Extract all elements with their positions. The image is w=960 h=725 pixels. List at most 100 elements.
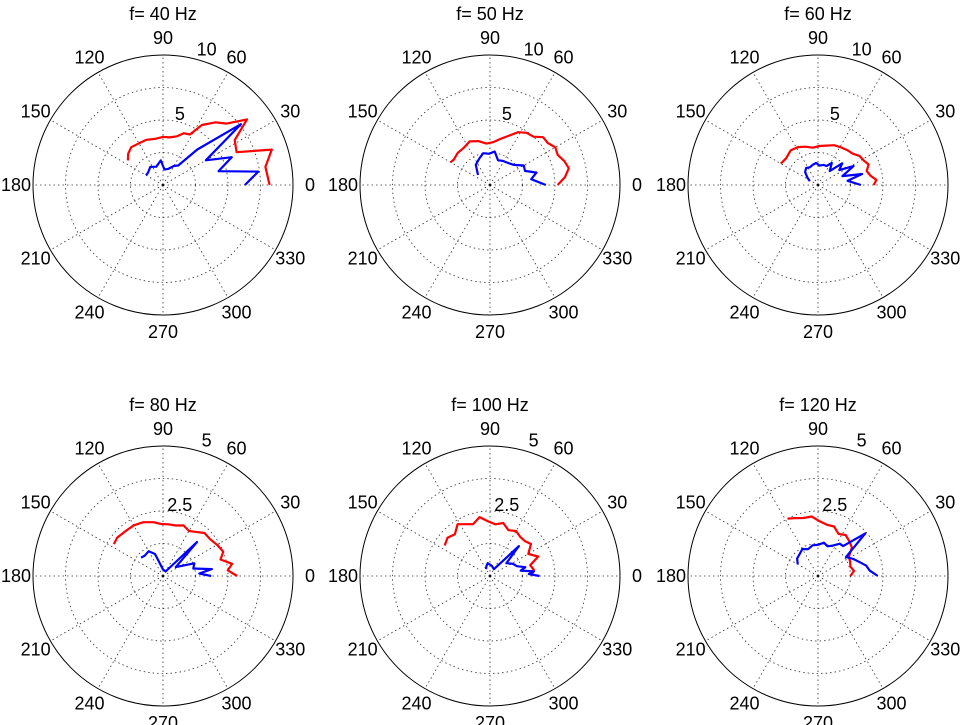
angle-tick-label: 90 [480,28,500,48]
polar-grid-ring [720,478,916,674]
polar-grid-spoke [489,575,603,642]
angle-tick-label: 60 [226,48,246,68]
series-line-red [443,515,540,577]
polar-grid-spoke [489,463,556,577]
panel-title: f= 50 Hz [456,4,524,24]
series-line-blue [803,161,864,187]
polar-panel-4: 0 30 60 90 120 150 180 210 240 270 300 330 2.5 5f= 80… [1,395,315,725]
polar-grid-spoke [162,463,229,577]
angle-tick-label: 150 [348,493,378,513]
series-line-red [780,144,878,186]
angle-tick-label: 120 [74,439,104,459]
polar-grid-spoke [489,72,556,186]
angle-tick-label: 270 [475,322,505,342]
angle-tick-label: 60 [881,48,901,68]
angle-tick-label: 150 [676,493,706,513]
angle-tick-label: 270 [475,713,505,725]
angle-tick-label: 270 [148,322,178,342]
angle-tick-label: 330 [602,249,632,269]
series-line-blue [474,150,547,187]
angle-tick-label: 240 [729,693,759,713]
polar-grid-ring [392,87,588,283]
angle-tick-label: 30 [607,102,627,122]
polar-grid-spoke [817,184,884,298]
series-line-red [126,118,273,186]
polar-grid-spoke [705,510,819,577]
polar-grid-spoke [377,119,491,186]
polar-grid-spoke [817,119,931,186]
angle-tick-label: 90 [480,419,500,439]
polar-grid-spoke [817,575,931,642]
polar-grid-spoke [162,184,229,298]
polar-grid-spoke [97,72,164,186]
polar-grid-spoke [752,463,819,577]
angle-tick-label: 120 [729,48,759,68]
angle-tick-label: 210 [348,249,378,269]
angle-tick-label: 210 [21,249,51,269]
angle-tick-label: 300 [548,302,578,322]
angle-tick-label: 0 [632,566,642,586]
angle-tick-label: 0 [305,175,315,195]
angle-tick-label: 240 [74,693,104,713]
angle-tick-label: 90 [808,419,828,439]
angle-tick-label: 270 [803,713,833,725]
radial-tick-label: 10 [852,39,872,59]
angle-tick-label: 0 [632,175,642,195]
polar-grid-spoke [50,510,164,577]
polar-grid-spoke [162,510,276,577]
radial-tick-label: 2.5 [494,495,519,515]
radial-tick-label: 2.5 [822,495,847,515]
angle-tick-label: 120 [401,439,431,459]
polar-grid-spoke [489,575,556,689]
angle-tick-label: 330 [930,640,960,660]
polar-grid-spoke [424,72,491,186]
angle-tick-label: 90 [153,28,173,48]
polar-grid-spoke [377,184,491,251]
angle-tick-label: 270 [803,322,833,342]
angle-tick-label: 210 [676,640,706,660]
polar-grid-ring [424,119,556,251]
angle-tick-label: 60 [226,439,246,459]
angle-tick-label: 90 [808,28,828,48]
radial-tick-label: 5 [175,104,185,124]
panel-title: f= 100 Hz [451,395,529,415]
polar-grid-ring [752,119,884,251]
angle-tick-label: 30 [935,102,955,122]
polar-grid-spoke [97,184,164,298]
angle-tick-label: 90 [153,419,173,439]
series-line-red [112,521,238,577]
series-line-blue [145,123,260,186]
polar-grid-spoke [424,184,491,298]
polar-grid-spoke [424,575,491,689]
radial-tick-label: 5 [202,430,212,450]
angle-tick-label: 180 [328,566,358,586]
polar-grid-spoke [162,575,276,642]
angle-tick-label: 300 [548,693,578,713]
panel-title: f= 120 Hz [779,395,857,415]
polar-grid-spoke [424,463,491,577]
polar-grid-ring [720,87,916,283]
panel-title: f= 60 Hz [784,4,852,24]
angle-tick-label: 330 [602,640,632,660]
polar-panel-1: 0 30 60 90 120 150 180 210 240 270 300 330 5 10f= 40 … [1,4,315,342]
radial-tick-label: 2.5 [167,495,192,515]
panel-title: f= 40 Hz [129,4,197,24]
polar-grid-spoke [752,72,819,186]
polar-grid-ring [97,510,229,642]
polar-grid-spoke [97,575,164,689]
polar-panel-2: 0 30 60 90 120 150 180 210 240 270 300 330 5 10f= 50 … [328,4,642,342]
polar-grid-spoke [377,575,491,642]
angle-tick-label: 30 [280,102,300,122]
polar-grid-spoke [752,575,819,689]
polar-grid-spoke [162,72,229,186]
polar-grid-ring [752,510,884,642]
angle-tick-label: 180 [656,566,686,586]
polar-grid-ring [65,87,261,283]
angle-tick-label: 180 [1,175,31,195]
polar-grid-spoke [377,510,491,577]
polar-grid-spoke [162,184,276,251]
angle-tick-label: 210 [21,640,51,660]
series-line-blue [795,532,879,577]
angle-tick-label: 30 [935,493,955,513]
